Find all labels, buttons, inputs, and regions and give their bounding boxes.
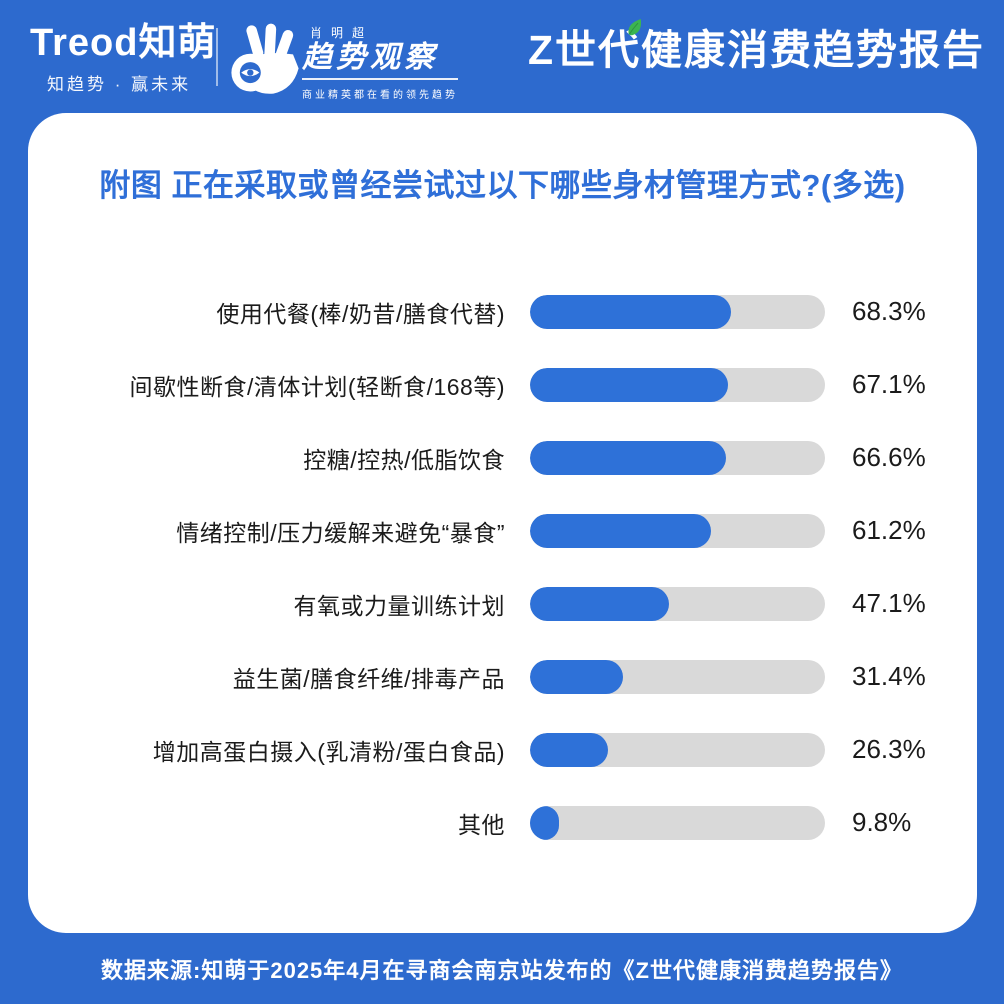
category-label: 情绪控制/压力缓解来避免“暴食” bbox=[176, 519, 505, 546]
ok-hand-logo-icon bbox=[231, 23, 299, 94]
chart-card: 附图 正在采取或曾经尝试过以下哪些身材管理方式?(多选) 使用代餐(棒/奶昔/膳… bbox=[28, 113, 977, 933]
category-label: 间歇性断食/清体计划(轻断食/168等) bbox=[129, 373, 505, 400]
value-label: 31.4% bbox=[852, 661, 926, 691]
bar-fill bbox=[530, 805, 559, 840]
header: Treod知萌 知趋势 · 赢未来 肖明超 趋势观察 商业精英都 bbox=[0, 0, 1004, 113]
category-label: 有氧或力量训练计划 bbox=[293, 592, 505, 619]
brand-logo-text: Treod知萌 bbox=[30, 22, 217, 64]
chart-row: 增加高蛋白摄入(乳清粉/蛋白食品) 26.3% bbox=[28, 713, 977, 786]
value-label: 67.1% bbox=[852, 369, 926, 399]
observer-logo-block: 肖明超 趋势观察 商业精英都在看的领先趋势 bbox=[230, 12, 458, 101]
leaf-icon bbox=[628, 19, 641, 36]
bar-track bbox=[530, 440, 825, 475]
bar-fill bbox=[530, 513, 711, 548]
value-label: 26.3% bbox=[852, 734, 926, 764]
bar-track bbox=[530, 586, 825, 621]
observer-subtitle: 商业精英都在看的领先趋势 bbox=[302, 89, 458, 101]
brand-tagline: 知趋势 · 赢未来 bbox=[47, 75, 192, 94]
chart-row: 其他 9.8% bbox=[28, 786, 977, 859]
value-label: 66.6% bbox=[852, 442, 926, 472]
observer-name: 肖明超 bbox=[310, 26, 374, 40]
bar-fill bbox=[530, 367, 728, 402]
value-label: 68.3% bbox=[852, 296, 926, 326]
chart-title: 附图 正在采取或曾经尝试过以下哪些身材管理方式?(多选) bbox=[99, 168, 906, 203]
chart-row: 控糖/控热/低脂饮食 66.6% bbox=[28, 421, 977, 494]
category-label: 益生菌/膳食纤维/排毒产品 bbox=[232, 665, 505, 692]
bar-track bbox=[530, 294, 825, 329]
bar-track bbox=[530, 367, 825, 402]
bar-fill bbox=[530, 440, 727, 475]
value-label: 47.1% bbox=[852, 588, 926, 618]
bar-track bbox=[530, 513, 825, 548]
bar-track bbox=[530, 732, 825, 767]
data-source-note: 数据来源:知萌于2025年4月在寻商会南京站发布的《Z世代健康消费趋势报告》 bbox=[101, 957, 903, 983]
chart-row: 益生菌/膳食纤维/排毒产品 31.4% bbox=[28, 640, 977, 713]
value-label: 61.2% bbox=[852, 515, 926, 545]
chart-row: 间歇性断食/清体计划(轻断食/168等) 67.1% bbox=[28, 348, 977, 421]
chart-row: 使用代餐(棒/奶昔/膳食代替) 68.3% bbox=[28, 275, 977, 348]
footer: 数据来源:知萌于2025年4月在寻商会南京站发布的《Z世代健康消费趋势报告》 bbox=[0, 933, 1004, 1004]
bar-fill bbox=[530, 659, 623, 694]
bar-track bbox=[530, 805, 825, 840]
category-label: 控糖/控热/低脂饮食 bbox=[303, 446, 505, 473]
header-divider bbox=[216, 28, 218, 86]
chart-row: 情绪控制/压力缓解来避免“暴食” 61.2% bbox=[28, 494, 977, 567]
bar-fill bbox=[530, 732, 608, 767]
bar-chart: 使用代餐(棒/奶昔/膳食代替) 68.3% 间歇性断食/清体计划(轻断食/168等)… bbox=[28, 275, 977, 859]
brand-block: Treod知萌 知趋势 · 赢未来 bbox=[30, 24, 216, 95]
bar-track bbox=[530, 659, 825, 694]
chart-row: 有氧或力量训练计划 47.1% bbox=[28, 567, 977, 640]
category-label: 其他 bbox=[458, 811, 505, 838]
bar-fill bbox=[530, 586, 669, 621]
value-label: 9.8% bbox=[852, 807, 912, 837]
bar-fill bbox=[530, 294, 732, 329]
observer-title: 趋势观察 bbox=[302, 40, 458, 80]
observer-text: 肖明超 趋势观察 商业精英都在看的领先趋势 bbox=[302, 12, 458, 101]
category-label: 使用代餐(棒/奶昔/膳食代替) bbox=[216, 300, 505, 327]
report-title-text: Z世代健康消费趋势报告 bbox=[527, 27, 985, 73]
category-label: 增加高蛋白摄入(乳清粉/蛋白食品) bbox=[152, 738, 505, 765]
report-title: Z世代健康消费趋势报告 bbox=[527, 19, 985, 75]
